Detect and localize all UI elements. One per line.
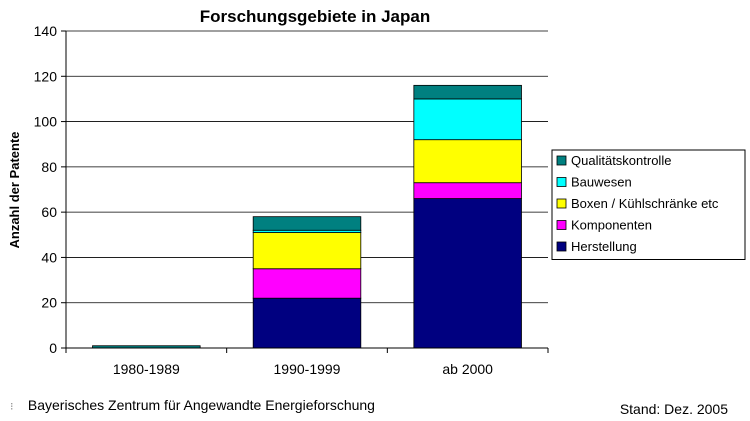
legend-label: Qualitätskontrolle — [571, 153, 671, 168]
y-tick-label: 40 — [41, 249, 57, 265]
footer-source-text: Bayerisches Zentrum für Angewandte Energ… — [27, 397, 375, 413]
footer-stand: Stand: Dez. 2005 — [619, 401, 728, 417]
legend-swatch — [556, 220, 567, 230]
legend-swatch — [556, 177, 567, 187]
x-tick-label: 1990-1999 — [274, 361, 341, 377]
bar-segment — [252, 268, 362, 299]
bar-segment — [413, 182, 522, 199]
y-tick-label: 120 — [34, 68, 58, 84]
y-tick-label: 140 — [34, 23, 58, 39]
bar-segment — [252, 297, 362, 349]
chart-title: Forschungsgebiete in Japan — [200, 7, 431, 26]
y-tick-label: 100 — [34, 114, 58, 130]
footer-source: ⁝ Bayerisches Zentrum für Angewandte Ene… — [10, 397, 375, 413]
bar-segment — [252, 232, 362, 270]
legend-label: Komponenten — [571, 218, 652, 233]
bar-segment — [252, 216, 362, 231]
legend-swatch — [556, 155, 567, 166]
y-tick-label: 80 — [41, 159, 57, 175]
zae-logo-icon: ⁝ — [10, 401, 14, 413]
legend-label: Herstellung — [571, 239, 637, 254]
legend-label: Boxen / Kühlschränke etc — [571, 196, 719, 211]
x-tick-label: ab 2000 — [442, 361, 493, 377]
legend-swatch — [556, 241, 567, 252]
legend-box — [551, 149, 746, 260]
bar-segment — [413, 198, 522, 349]
bar-segment — [413, 139, 522, 184]
x-tick-label: 1980-1989 — [113, 361, 180, 377]
y-tick-label: 60 — [41, 204, 57, 220]
y-tick-label: 20 — [41, 295, 57, 311]
legend-label: Bauwesen — [571, 175, 632, 190]
y-tick-label: 0 — [49, 340, 57, 356]
y-axis-label: Anzahl der Patente — [7, 131, 22, 248]
bar-segment — [413, 84, 522, 100]
bar-segment — [413, 98, 522, 141]
legend-swatch — [556, 198, 567, 209]
